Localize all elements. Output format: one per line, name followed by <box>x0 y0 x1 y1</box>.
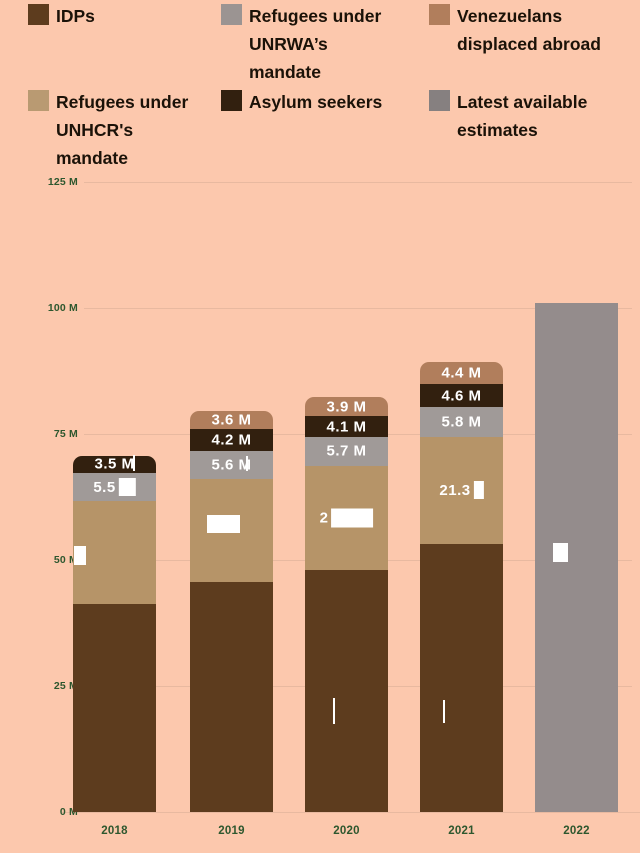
legend-item-label: IDPs <box>56 6 95 26</box>
legend-item-refugees-under-unhcr-s-mandate[interactable]: Refugees under UNHCR's mandate <box>28 88 206 172</box>
legend-swatch-icon <box>28 4 49 25</box>
bar-segment-venezuelans-displaced-abroad-2020[interactable] <box>305 396 388 417</box>
legend-item-latest-available-estimates[interactable]: Latest available estimates <box>429 88 617 144</box>
legend-item-refugees-under-unrwa-s-mandate[interactable]: Refugees under UNRWA’s mandate <box>221 2 389 86</box>
bar-segment-idps-2018[interactable] <box>73 603 156 812</box>
legend-item-label: Venezuelans displaced abroad <box>457 6 601 54</box>
y-tick-label: 75 M <box>53 428 78 440</box>
bar-segment-refugees-under-unrwa-s-mandate-2019[interactable] <box>190 450 273 479</box>
legend-item-venezuelans-displaced-abroad[interactable]: Venezuelans displaced abroad <box>429 2 617 58</box>
gridline <box>84 182 632 183</box>
text-cursor <box>443 700 445 723</box>
bar-2019[interactable] <box>190 411 273 812</box>
y-tick-label: 0 M <box>59 806 78 818</box>
legend-item-label: Refugees under UNRWA’s mandate <box>249 6 382 82</box>
bar-segment-idps-2020[interactable] <box>305 570 388 812</box>
x-tick-label-2020: 2020 <box>333 825 360 837</box>
redaction-box <box>553 543 568 562</box>
bar-segment-refugees-under-unhcr-s-mandate-2021[interactable] <box>420 436 503 544</box>
bar-segment-asylum-seekers-2020[interactable] <box>305 416 388 438</box>
bar-segment-asylum-seekers-2018[interactable] <box>73 455 156 474</box>
y-tick-label: 100 M <box>47 302 78 314</box>
bar-segment-asylum-seekers-2021[interactable] <box>420 384 503 408</box>
bar-segment-venezuelans-displaced-abroad-2019[interactable] <box>190 411 273 430</box>
bar-segment-refugees-under-unhcr-s-mandate-2020[interactable] <box>305 465 388 571</box>
x-tick-label-2021: 2021 <box>448 825 475 837</box>
legend-item-asylum-seekers[interactable]: Asylum seekers <box>221 88 389 116</box>
x-tick-label-2019: 2019 <box>218 825 245 837</box>
bar-segment-refugees-under-unrwa-s-mandate-2020[interactable] <box>305 437 388 466</box>
y-tick-label: 25 M <box>53 680 78 692</box>
gridline <box>84 308 632 309</box>
bar-segment-asylum-seekers-2019[interactable] <box>190 429 273 451</box>
legend: IDPs Refugees under UNRWA’s mandate Venezu… <box>0 0 640 176</box>
legend-item-label: Refugees under UNHCR's mandate <box>56 92 189 168</box>
y-tick-label: 50 M <box>53 554 78 566</box>
text-cursor <box>133 455 135 471</box>
legend-item-label: Asylum seekers <box>249 92 383 112</box>
bar-2020[interactable] <box>305 396 388 812</box>
legend-item-label: Latest available estimates <box>457 92 588 140</box>
y-tick-label: 125 M <box>47 176 78 188</box>
legend-swatch-icon <box>28 90 49 111</box>
text-cursor <box>246 456 248 471</box>
legend-swatch-icon <box>221 90 242 111</box>
bar-segment-refugees-under-unrwa-s-mandate-2021[interactable] <box>420 407 503 437</box>
bar-segment-venezuelans-displaced-abroad-2021[interactable] <box>420 361 503 385</box>
legend-swatch-icon <box>429 4 450 25</box>
bar-segment-refugees-under-unrwa-s-mandate-2018[interactable] <box>73 473 156 502</box>
bar-segment-idps-2019[interactable] <box>190 581 273 812</box>
legend-swatch-icon <box>429 90 450 111</box>
bar-segment-refugees-under-unhcr-s-mandate-2018[interactable] <box>73 501 156 604</box>
gridline <box>62 812 640 813</box>
redaction-box <box>207 515 240 533</box>
redaction-box <box>74 546 86 565</box>
bar-2021[interactable] <box>420 361 503 812</box>
bar-segment-idps-2021[interactable] <box>420 543 503 812</box>
bar-2018[interactable] <box>73 455 156 812</box>
x-tick-label-2022: 2022 <box>563 825 590 837</box>
bar-2022[interactable] <box>535 302 618 812</box>
bar-segment-latest-available-estimates-2022[interactable] <box>535 302 618 812</box>
legend-item-idps[interactable]: IDPs <box>28 2 206 30</box>
text-cursor <box>333 698 335 724</box>
x-tick-label-2018: 2018 <box>101 825 128 837</box>
legend-swatch-icon <box>221 4 242 25</box>
